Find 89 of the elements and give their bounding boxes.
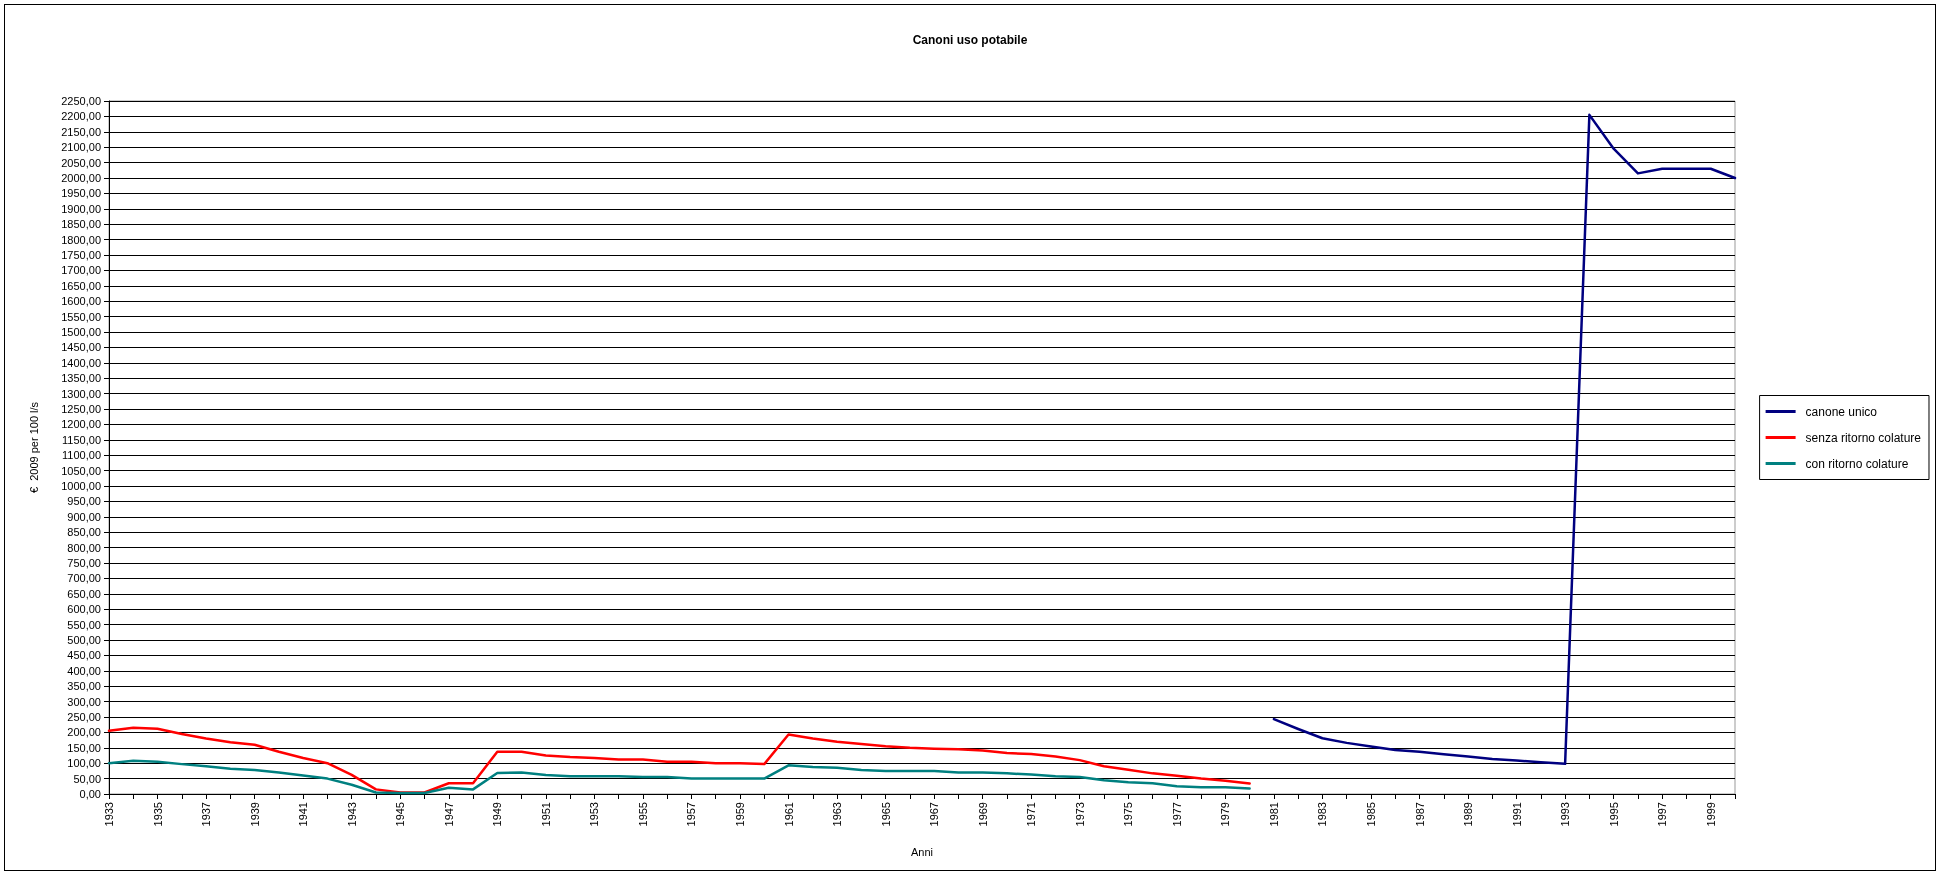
y-tick-label: 100,00 [67, 757, 101, 770]
x-tick-label: 1947 [442, 802, 455, 827]
y-tick-label: 2200,00 [61, 110, 101, 123]
y-tick-label: 950,00 [67, 495, 101, 508]
y-tick-label: 650,00 [67, 587, 101, 600]
x-tick-label: 1937 [200, 802, 213, 827]
y-tick-label: 2000,00 [61, 172, 101, 184]
x-tick-label: 1945 [394, 802, 407, 827]
x-tick-label: 1943 [345, 802, 358, 827]
y-tick-label: 800,00 [67, 541, 101, 554]
x-tick-label: 1983 [1316, 802, 1329, 827]
x-tick-label: 1965 [879, 802, 892, 827]
x-tick-label: 1967 [928, 802, 941, 827]
y-tick-label: 1350,00 [61, 372, 101, 385]
y-tick-label: 550,00 [67, 618, 101, 631]
x-tick-label: 1969 [976, 802, 989, 827]
line-series [1272, 113, 1737, 766]
x-tick-label: 1935 [151, 802, 164, 827]
x-tick-label: 1953 [588, 802, 601, 827]
y-tick-label: 1600,00 [61, 295, 101, 308]
y-tick-label: 2050,00 [61, 156, 101, 169]
y-tick-label: 350,00 [67, 680, 101, 693]
x-tick-label: 1991 [1510, 802, 1523, 827]
y-tick-label: 1750,00 [61, 249, 101, 261]
x-tick-label: 1995 [1607, 802, 1620, 827]
y-tick-label: 1850,00 [61, 218, 101, 231]
y-tick-label: 2150,00 [61, 125, 101, 138]
legend-label: senza ritorno colature [1805, 430, 1922, 445]
y-tick-label: 1700,00 [61, 264, 101, 277]
y-tick-label: 500,00 [67, 634, 101, 646]
y-tick-label: 1200,00 [61, 418, 101, 431]
y-tick-label: 1900,00 [61, 202, 101, 215]
x-tick-label: 1987 [1413, 802, 1426, 827]
y-tick-label: 1950,00 [61, 187, 101, 200]
y-tick-label: 1100,00 [62, 449, 101, 462]
y-tick-label: 2100,00 [61, 141, 101, 154]
y-tick-label: 1500,00 [61, 326, 101, 338]
x-tick-label: 1955 [636, 802, 649, 827]
x-tick-label: 1975 [1122, 802, 1135, 827]
x-axis-title: Anni [910, 845, 934, 858]
x-tick-label: 1957 [685, 802, 698, 827]
x-tick-label: 1993 [1559, 802, 1572, 827]
x-tick-label: 1959 [733, 802, 746, 827]
y-tick-label: 250,00 [67, 711, 101, 723]
line-series [107, 726, 1251, 794]
legend-label: con ritorno colature [1805, 456, 1909, 471]
y-tick-label: 1050,00 [61, 464, 101, 477]
y-tick-label: 1150,00 [62, 433, 101, 446]
y-tick-label: 1250,00 [61, 403, 101, 415]
y-tick-label: 1550,00 [61, 310, 101, 323]
y-tick-label: 400,00 [67, 664, 101, 677]
y-tick-label: 50,00 [73, 772, 101, 785]
x-tick-label: 1961 [782, 802, 795, 827]
y-tick-label: 450,00 [67, 649, 101, 662]
x-tick-label: 1977 [1170, 802, 1183, 827]
y-tick-label: 1800,00 [61, 233, 101, 246]
x-tick-label: 1999 [1704, 802, 1717, 827]
y-tick-label: 600,00 [67, 603, 101, 616]
y-tick-label: 750,00 [67, 557, 101, 569]
y-tick-label: 300,00 [67, 695, 101, 708]
y-tick-label: 1000,00 [61, 480, 101, 492]
y-axis-title: € 2009 per 100 l/s [27, 401, 40, 494]
x-tick-label: 1971 [1025, 802, 1038, 827]
y-tick-label: 0,00 [79, 788, 101, 800]
x-tick-label: 1933 [103, 802, 115, 827]
x-tick-label: 1989 [1462, 802, 1475, 827]
x-tick-label: 1979 [1219, 802, 1232, 827]
y-tick-label: 1650,00 [61, 279, 101, 292]
legend-label: canone unico [1805, 404, 1878, 419]
line-series [107, 759, 1251, 795]
y-tick-label: 2250,00 [61, 95, 101, 107]
chart-title: Canoni uso potabile [912, 33, 1028, 47]
y-tick-label: 900,00 [67, 510, 101, 523]
y-tick-label: 850,00 [67, 526, 101, 539]
x-tick-label: 1963 [831, 802, 844, 827]
x-tick-label: 1951 [539, 802, 552, 827]
y-tick-label: 1450,00 [61, 341, 101, 354]
y-tick-label: 200,00 [67, 726, 101, 739]
x-tick-label: 1941 [297, 802, 310, 827]
x-tick-label: 1973 [1073, 802, 1086, 827]
y-tick-label: 150,00 [67, 741, 101, 754]
y-tick-label: 1400,00 [61, 356, 101, 369]
x-tick-label: 1949 [491, 802, 504, 827]
x-tick-label: 1997 [1656, 802, 1669, 827]
y-tick-label: 1300,00 [61, 387, 101, 400]
x-tick-label: 1985 [1364, 802, 1377, 827]
y-tick-label: 700,00 [67, 572, 101, 585]
x-tick-label: 1939 [248, 802, 261, 827]
x-tick-label: 1981 [1267, 802, 1280, 827]
